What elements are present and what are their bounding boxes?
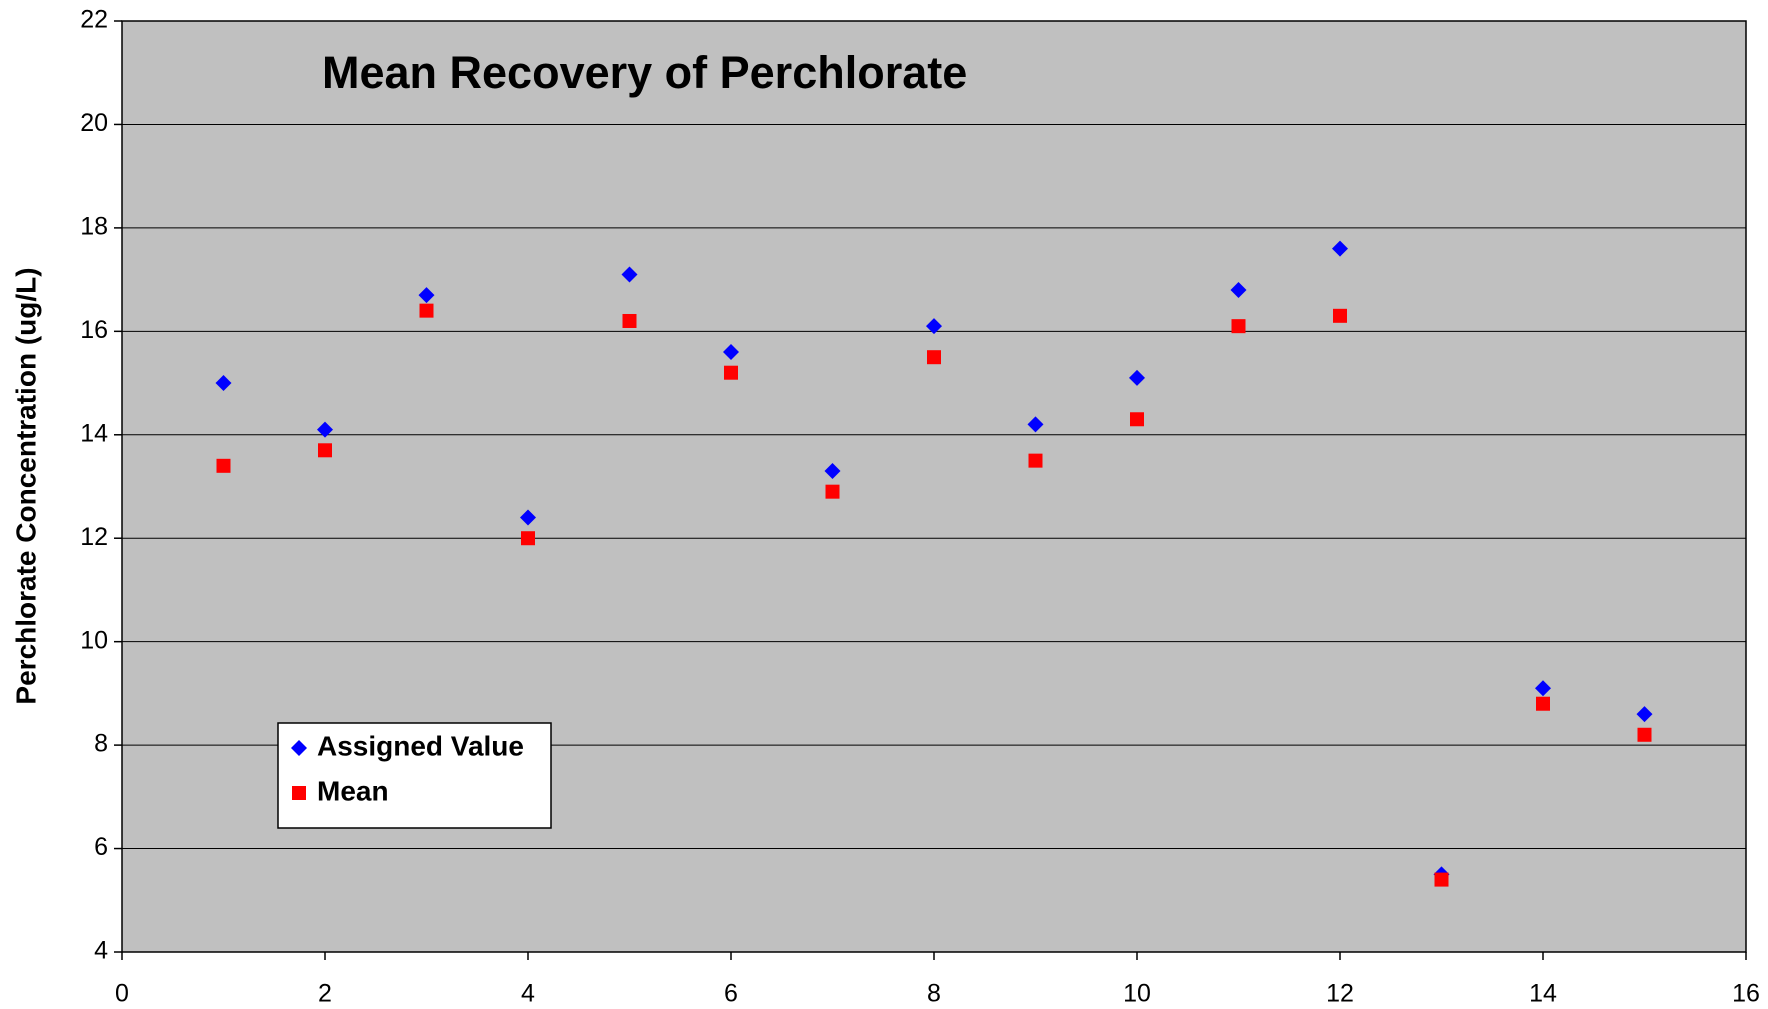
y-tick-label: 8 [94,730,108,758]
x-tick-label: 8 [927,980,941,1008]
x-tick-label: 0 [115,980,129,1008]
marker [927,350,941,365]
marker [521,531,535,546]
marker [1129,369,1145,386]
marker [1535,680,1551,697]
marker [1536,696,1550,711]
legend-box [277,722,552,829]
marker [824,462,841,479]
marker [216,458,231,473]
x-tick-label: 4 [521,980,535,1008]
marker [1636,706,1653,723]
marker [317,421,333,438]
x-tick-label: 6 [724,980,738,1008]
marker [1332,240,1348,257]
marker [1230,281,1247,298]
x-tick-label: 10 [1123,980,1151,1008]
marker [520,509,536,526]
marker [1027,416,1044,433]
chart-title: Mean Recovery of Perchlorate [322,47,967,98]
y-tick-label: 12 [80,523,108,551]
marker [1434,872,1449,887]
legend-label: Assigned Value [317,730,524,761]
marker [1130,412,1144,427]
marker [724,365,738,380]
marker [1231,319,1246,334]
marker [825,484,840,499]
marker [318,443,332,458]
y-tick-label: 10 [80,626,108,654]
marker [215,375,232,392]
marker [1637,727,1652,742]
legend-marker [292,786,306,800]
y-tick-label: 20 [80,109,108,137]
marker [622,313,637,328]
x-tick-label: 16 [1732,980,1760,1008]
y-tick-label: 18 [80,212,108,240]
y-tick-label: 22 [80,6,108,34]
y-tick-label: 14 [80,419,108,447]
y-axis-label: Perchlorate Concentration (ug/L) [10,267,41,704]
marker [419,303,434,318]
x-tick-label: 2 [318,980,332,1008]
y-tick-label: 4 [94,937,108,965]
marker [926,318,942,335]
marker [1333,308,1347,323]
marker [621,266,638,283]
marker [418,287,435,304]
y-tick-label: 6 [94,833,108,861]
marker [723,344,739,361]
legend-marker [291,740,307,756]
y-tick-label: 16 [80,316,108,344]
x-tick-label: 12 [1326,980,1354,1008]
marker [1028,453,1043,468]
legend-label: Mean [317,775,389,806]
x-tick-label: 14 [1529,980,1557,1008]
